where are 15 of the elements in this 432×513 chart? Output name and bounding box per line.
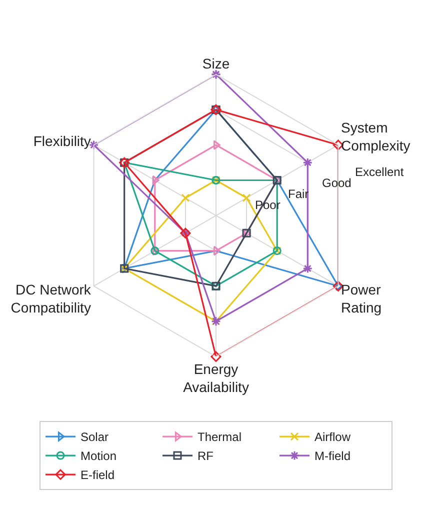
legend-label: Thermal xyxy=(198,430,242,444)
spoke-label: Size xyxy=(202,55,230,72)
legend-label: Motion xyxy=(80,449,117,464)
legend-label: RF xyxy=(198,449,214,464)
spoke-label: Power Rating xyxy=(341,281,382,316)
legend-label: E-field xyxy=(80,468,115,482)
spoke-label: Flexibility xyxy=(33,133,91,150)
legend-label: Airflow xyxy=(314,430,351,444)
spoke-label: Energy Availability xyxy=(183,360,249,396)
legend-label: Solar xyxy=(80,430,109,444)
y-tick-label: Good xyxy=(322,176,352,190)
y-tick-label: Excellent xyxy=(355,165,404,179)
spoke-label: System Complexity xyxy=(341,120,410,154)
legend-label: M-field xyxy=(314,449,351,464)
spoke-label: DC Network Compatibility xyxy=(10,281,92,316)
